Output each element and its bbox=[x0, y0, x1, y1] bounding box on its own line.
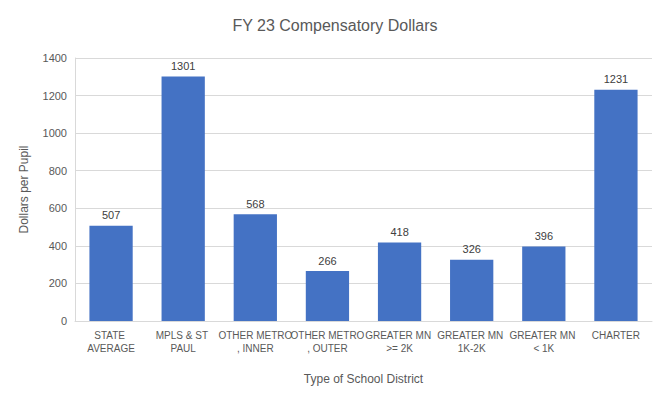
svg-text:Type of School District: Type of School District bbox=[304, 372, 424, 386]
svg-text:1200: 1200 bbox=[43, 90, 67, 102]
svg-text:326: 326 bbox=[463, 243, 481, 255]
svg-text:GREATER MN: GREATER MN bbox=[437, 330, 506, 341]
svg-text:OTHER METRO: OTHER METRO bbox=[218, 330, 292, 341]
svg-text:418: 418 bbox=[390, 226, 408, 238]
svg-text:400: 400 bbox=[49, 240, 67, 252]
svg-text:< 1K: < 1K bbox=[533, 343, 554, 354]
svg-text:1K-2K: 1K-2K bbox=[458, 343, 486, 354]
svg-text:PAUL: PAUL bbox=[170, 343, 196, 354]
svg-text:800: 800 bbox=[49, 165, 67, 177]
svg-text:568: 568 bbox=[246, 198, 264, 210]
svg-text:1400: 1400 bbox=[43, 52, 67, 64]
svg-text:, OUTER: , OUTER bbox=[307, 343, 348, 354]
svg-text:FY 23 Compensatory Dollars: FY 23 Compensatory Dollars bbox=[232, 17, 437, 34]
svg-text:>= 2K: >= 2K bbox=[386, 343, 413, 354]
svg-text:CHARTER: CHARTER bbox=[592, 330, 640, 341]
svg-text:507: 507 bbox=[102, 209, 120, 221]
svg-text:OTHER METRO: OTHER METRO bbox=[290, 330, 364, 341]
svg-text:396: 396 bbox=[535, 230, 553, 242]
svg-text:, INNER: , INNER bbox=[237, 343, 274, 354]
svg-text:600: 600 bbox=[49, 202, 67, 214]
svg-text:1301: 1301 bbox=[171, 60, 195, 72]
svg-text:1000: 1000 bbox=[43, 127, 67, 139]
svg-text:200: 200 bbox=[49, 277, 67, 289]
svg-text:MPLS & ST: MPLS & ST bbox=[156, 330, 211, 341]
svg-text:266: 266 bbox=[318, 255, 336, 267]
svg-text:GREATER MN: GREATER MN bbox=[365, 330, 434, 341]
svg-text:STATE: STATE bbox=[94, 330, 128, 341]
svg-text:0: 0 bbox=[61, 315, 67, 327]
svg-text:1231: 1231 bbox=[604, 73, 628, 85]
svg-text:GREATER MN: GREATER MN bbox=[509, 330, 578, 341]
svg-text:AVERAGE: AVERAGE bbox=[87, 343, 135, 354]
svg-text:Dollars per Pupil: Dollars per Pupil bbox=[17, 145, 31, 233]
